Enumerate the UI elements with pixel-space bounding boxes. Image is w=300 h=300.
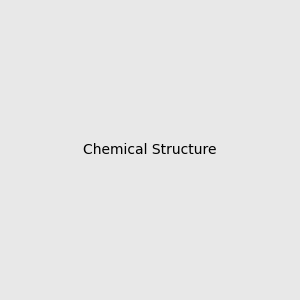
Text: Chemical Structure: Chemical Structure	[83, 143, 217, 157]
